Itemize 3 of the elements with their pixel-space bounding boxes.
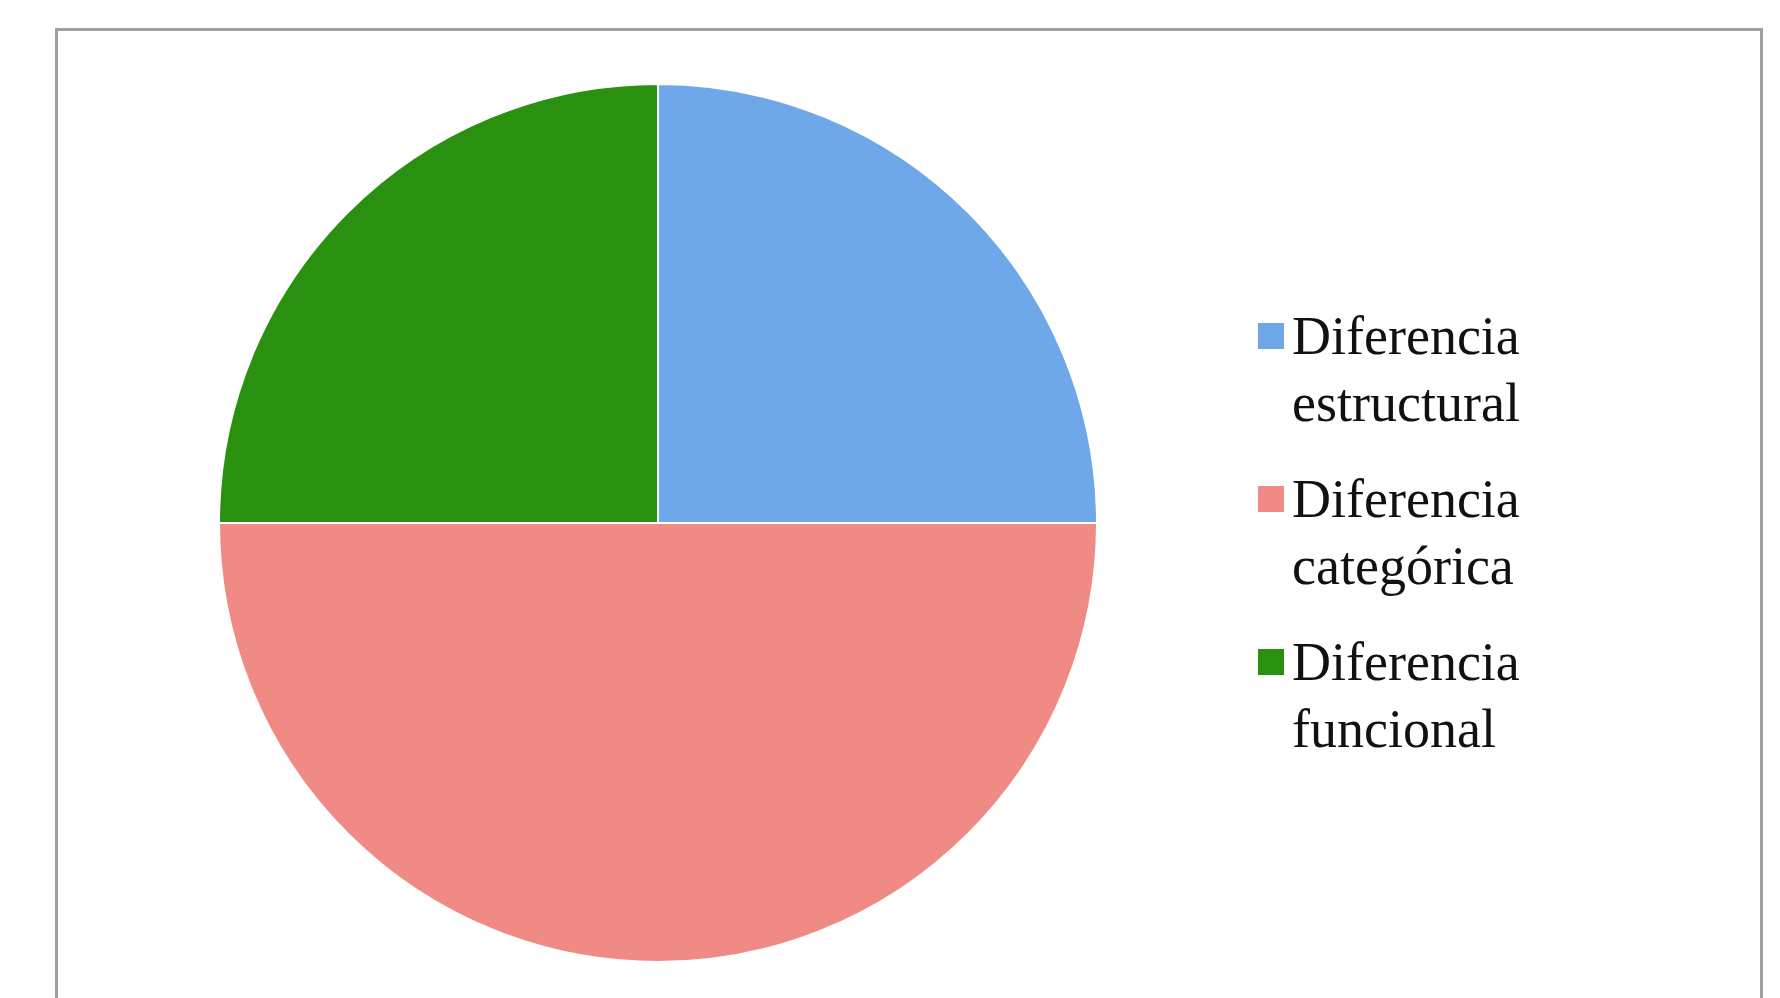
legend-label: Diferencia funcional (1292, 630, 1521, 761)
legend-label: Diferencia categórica (1292, 467, 1521, 598)
legend-label: Diferencia estructural (1292, 304, 1521, 435)
